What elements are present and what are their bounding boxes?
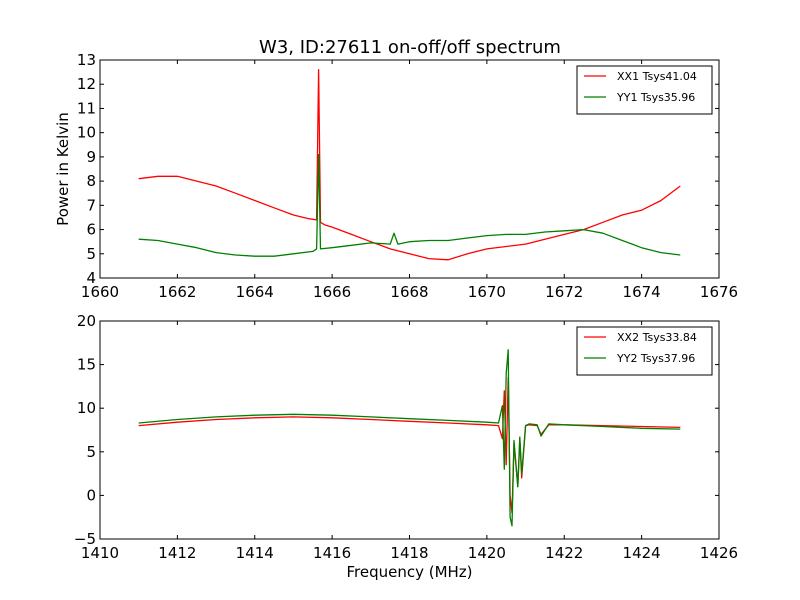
bottom-plot-xtick-label: 1414 bbox=[236, 544, 274, 562]
top-plot-ytick-label: 10 bbox=[77, 124, 96, 142]
top-plot-legend: XX1 Tsys41.04 YY1 Tsys35.96 bbox=[576, 65, 713, 115]
top-plot-xtick-label: 1664 bbox=[236, 283, 274, 301]
bottom-plot: 1410 1412 1414 1416 1418 1420 1422 1424 1426 −5 0 5… bbox=[74, 312, 738, 581]
bottom-plot-xlabel: Frequency (MHz) bbox=[346, 563, 472, 581]
bottom-plot-xtick-label: 1422 bbox=[545, 544, 583, 562]
bottom-plot-xtick-label: 1420 bbox=[468, 544, 506, 562]
bottom-plot-ytick-label: 0 bbox=[86, 486, 96, 504]
top-plot-ytick-label: 12 bbox=[77, 75, 96, 93]
bottom-plot-legend-box bbox=[576, 326, 713, 376]
top-plot-ylabel: Power in Kelvin bbox=[54, 112, 72, 226]
top-plot-xtick-label: 1666 bbox=[313, 283, 351, 301]
top-plot-xtick-label: 1676 bbox=[700, 283, 738, 301]
top-plot-series-1-line bbox=[138, 69, 681, 261]
top-plot-legend-label: YY1 Tsys35.96 bbox=[616, 91, 695, 104]
top-plot-series-2-line bbox=[138, 153, 681, 257]
top-plot: 1660 1662 1664 1666 1668 1670 1672 1674 1676 4 5 6 7… bbox=[54, 51, 738, 301]
top-plot-ytick-label: 9 bbox=[86, 148, 96, 166]
bottom-plot-xtick-label: 1416 bbox=[313, 544, 351, 562]
bottom-plot-series bbox=[138, 349, 681, 527]
top-plot-ytick-label: 6 bbox=[86, 221, 96, 239]
top-plot-ytick-label: 13 bbox=[77, 51, 96, 69]
bottom-plot-xtick-label: 1424 bbox=[623, 544, 661, 562]
bottom-plot-series-1-line bbox=[138, 377, 681, 514]
bottom-plot-ytick-label: 15 bbox=[77, 356, 96, 374]
bottom-plot-ytick-label: −5 bbox=[74, 530, 96, 548]
bottom-plot-legend-label: YY2 Tsys37.96 bbox=[616, 352, 695, 365]
bottom-plot-xtick-label: 1410 bbox=[81, 544, 119, 562]
bottom-plot-xtick-label: 1412 bbox=[158, 544, 196, 562]
top-plot-legend-box bbox=[576, 65, 713, 115]
top-plot-xtick-label: 1672 bbox=[545, 283, 583, 301]
top-plot-ytick-label: 5 bbox=[86, 245, 96, 263]
bottom-plot-ytick-label: 20 bbox=[77, 312, 96, 330]
top-plot-xtick-label: 1660 bbox=[81, 283, 119, 301]
bottom-plot-ytick-label: 5 bbox=[86, 443, 96, 461]
top-plot-xtick-label: 1670 bbox=[468, 283, 506, 301]
top-plot-legend-label: XX1 Tsys41.04 bbox=[617, 70, 697, 83]
bottom-plot-xtick-label: 1418 bbox=[390, 544, 428, 562]
bottom-plot-ticks: 1410 1412 1414 1416 1418 1420 1422 1424 1426 −5 0 5… bbox=[74, 312, 738, 562]
top-plot-xtick-label: 1662 bbox=[158, 283, 196, 301]
top-plot-series bbox=[138, 69, 681, 261]
top-plot-ytick-label: 7 bbox=[86, 196, 96, 214]
top-plot-xtick-label: 1668 bbox=[390, 283, 428, 301]
top-plot-ytick-label: 8 bbox=[86, 172, 96, 190]
bottom-plot-ytick-label: 10 bbox=[77, 399, 96, 417]
top-plot-ytick-label: 4 bbox=[86, 269, 96, 287]
bottom-plot-legend: XX2 Tsys33.84 YY2 Tsys37.96 bbox=[576, 326, 713, 376]
chart-title: W3, ID:27611 on-off/off spectrum bbox=[259, 37, 561, 58]
top-plot-ytick-label: 11 bbox=[77, 99, 96, 117]
bottom-plot-series-2-line bbox=[138, 349, 681, 527]
bottom-plot-legend-label: XX2 Tsys33.84 bbox=[617, 331, 697, 344]
top-plot-xtick-label: 1674 bbox=[623, 283, 661, 301]
bottom-plot-xtick-label: 1426 bbox=[700, 544, 738, 562]
top-plot-ticks: 1660 1662 1664 1666 1668 1670 1672 1674 1676 4 5 6 7… bbox=[77, 51, 738, 301]
